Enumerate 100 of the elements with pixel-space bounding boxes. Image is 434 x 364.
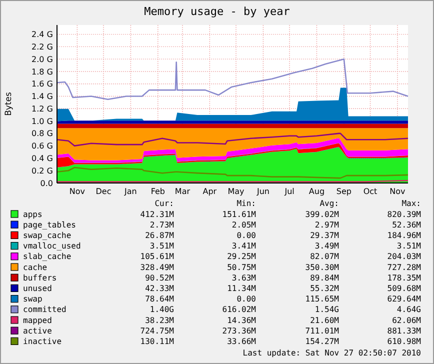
legend-label: cache: [23, 262, 48, 272]
x-tick-label: Jul: [284, 187, 294, 196]
legend-label: slab_cache: [23, 252, 72, 262]
y-tick-label: 0.2 G: [32, 166, 53, 176]
text: 178.35M: [387, 273, 422, 282]
text: Last update: Sat Nov 27 02:50:07 2010: [242, 348, 422, 358]
x-tick-label: Nov: [69, 187, 86, 196]
text: Avg:: [320, 199, 339, 208]
text: 0.00: [236, 294, 256, 304]
x-tick-label: Jun: [256, 187, 270, 196]
text: 629.64M: [387, 294, 422, 304]
text: 130.11M: [140, 337, 174, 346]
text: Max:: [402, 199, 421, 208]
text: 412.31M: [140, 210, 174, 219]
text: 1.54G: [314, 305, 340, 314]
text: 55.32M: [310, 284, 340, 293]
text: 90.52M: [145, 273, 174, 282]
text: 29.37M: [310, 231, 340, 240]
text: 350.30M: [305, 262, 340, 272]
text: 509.68M: [387, 284, 422, 293]
text: 2.97M: [314, 220, 340, 230]
x-tick-label: Feb: [150, 187, 165, 196]
text: 89.84M: [310, 273, 340, 282]
text: 82.07M: [310, 252, 340, 262]
y-tick-label: 2.2 G: [32, 42, 53, 52]
text: 4.64G: [396, 305, 422, 314]
legend-label: unused: [23, 284, 52, 293]
text: 14.36M: [227, 316, 256, 325]
legend-label: page_tables: [23, 220, 76, 230]
x-tick-label: Apr: [202, 187, 218, 196]
text: 115.65M: [305, 294, 340, 304]
text: Min:: [236, 199, 256, 208]
legend-label: vmalloc_used: [23, 242, 81, 251]
y-tick-label: 1.8 G: [32, 67, 53, 76]
text: 105.61M: [140, 252, 174, 262]
legend-label: mapped: [23, 316, 52, 325]
legend-label: inactive: [23, 337, 62, 346]
text: 273.36M: [222, 326, 256, 336]
text: Cur:: [154, 199, 174, 208]
x-tick-label: Dec: [96, 187, 112, 196]
y-tick-label: 1.2 G: [32, 104, 53, 114]
text: 724.75M: [140, 326, 174, 336]
y-tick-label: 1.6 G: [32, 80, 53, 89]
x-tick-label: Mar: [174, 187, 191, 196]
text: 2.73M: [150, 220, 174, 230]
y-axis-title: Bytes: [4, 92, 14, 116]
legend-label: committed: [23, 305, 67, 314]
text: 727.28M: [387, 262, 422, 272]
y-tick-label: 0.4 G: [32, 154, 53, 164]
legend-label: swap_cache: [23, 231, 72, 240]
legend-label: active: [23, 326, 52, 336]
text: 11.34M: [227, 284, 256, 293]
y-tick-label: 0.0: [40, 178, 53, 188]
y-tick-label: 2.4 G: [32, 30, 53, 40]
text: 62.06M: [392, 316, 422, 325]
y-tick-label: 1.4 G: [32, 92, 53, 102]
line-series: [56, 132, 409, 146]
text: 21.60M: [310, 316, 340, 325]
text: 52.36M: [392, 220, 422, 230]
text: 3.41M: [232, 242, 256, 251]
legend-label: swap: [23, 294, 42, 304]
chart-title: Memory usage - by year: [144, 5, 290, 18]
x-tick-label: Sep: [336, 187, 352, 196]
text: 820.39M: [387, 210, 422, 219]
text: 33.66M: [227, 337, 256, 346]
text: 184.96M: [387, 231, 422, 240]
text: 711.01M: [305, 326, 340, 336]
text: 616.02M: [222, 305, 256, 314]
text: 204.03M: [387, 252, 422, 262]
x-tick-label: Oct: [363, 187, 378, 196]
text: 1.40G: [150, 305, 174, 314]
text: 3.49M: [314, 242, 340, 251]
text: 881.33M: [387, 326, 422, 336]
text: 42.33M: [145, 284, 174, 293]
y-tick-label: 0.6 G: [32, 142, 53, 151]
text: 328.49M: [140, 262, 174, 272]
text: 0.00: [236, 231, 256, 240]
y-tick-label: 1.0 G: [32, 116, 53, 126]
legend-label: buffers: [23, 273, 57, 282]
x-tick-label: May: [228, 187, 245, 196]
text: 154.27M: [305, 337, 340, 346]
text: 151.61M: [222, 210, 256, 219]
text: 3.51M: [150, 242, 174, 251]
y-tick-label: 0.8 G: [32, 129, 53, 138]
text: 3.51M: [396, 242, 422, 251]
text: 26.87M: [145, 231, 174, 240]
legend-label: apps: [23, 210, 42, 219]
x-tick-label: Nov: [390, 187, 406, 196]
text: 29.25M: [227, 252, 256, 262]
y-tick-label: 2.0 G: [32, 54, 53, 64]
line-series: [56, 166, 409, 179]
text: 50.75M: [227, 262, 256, 272]
text: 399.02M: [305, 210, 340, 219]
text: 610.98M: [387, 337, 422, 346]
x-tick-label: Aug: [308, 187, 325, 196]
text: 78.64M: [145, 294, 174, 304]
x-tick-label: Jan: [124, 187, 137, 196]
line-series: [56, 58, 409, 100]
text: 38.23M: [145, 316, 174, 325]
text: 3.63M: [232, 273, 256, 282]
